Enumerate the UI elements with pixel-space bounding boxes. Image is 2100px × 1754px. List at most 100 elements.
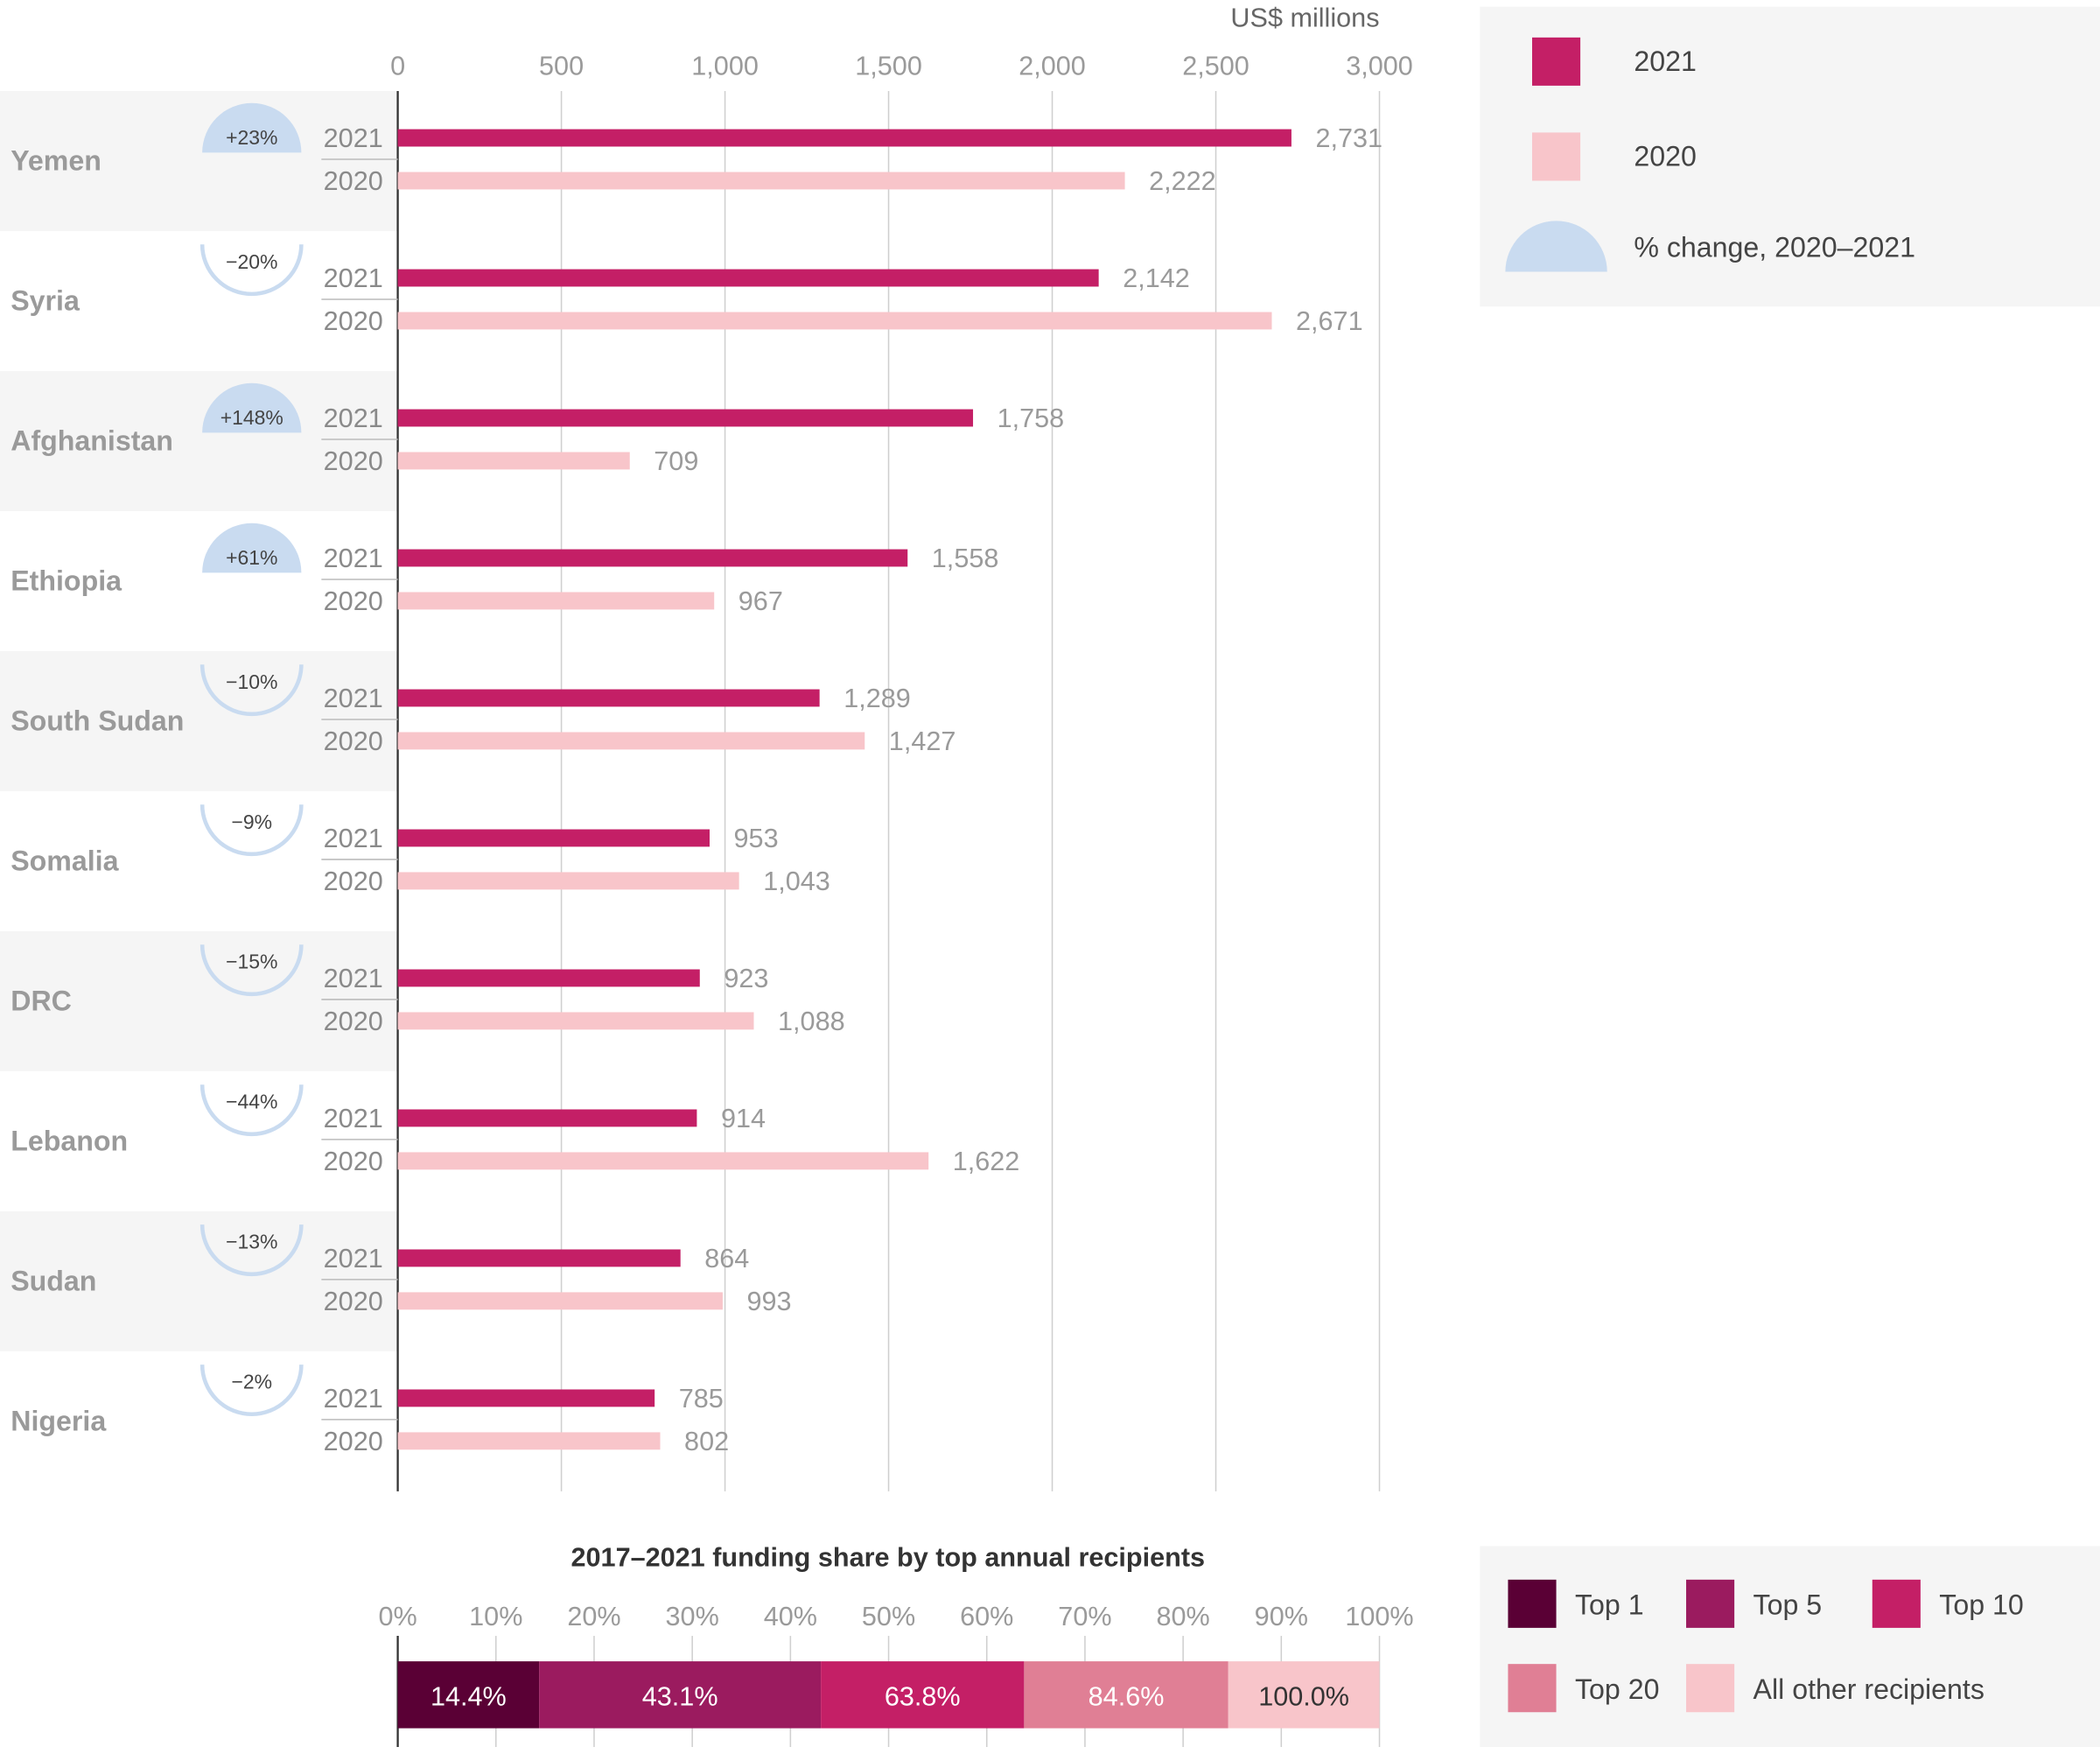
year-label-2020: 2020 [324, 166, 383, 196]
x-tick-label: 1,000 [691, 52, 759, 81]
year-label-2020: 2020 [324, 726, 383, 756]
pct-change-label: −10% [226, 670, 277, 693]
stacked-segment [1024, 1661, 1228, 1729]
stacked-segment [397, 1661, 540, 1729]
bar-2021 [397, 689, 820, 707]
pct-change-marker-down [200, 1365, 304, 1416]
year-label-2021: 2021 [324, 1104, 383, 1133]
x-tick-label: 0 [390, 52, 405, 81]
pct-change-marker-down [200, 244, 304, 297]
value-label-2021: 864 [704, 1244, 749, 1273]
value-label-2020: 1,043 [763, 866, 830, 896]
year-label-2020: 2020 [324, 446, 383, 476]
bar-2021 [397, 1109, 697, 1127]
x-tick-label: 2,500 [1182, 52, 1250, 81]
pct-change-label: +23% [226, 126, 277, 149]
pct-change-label: −15% [226, 951, 277, 973]
legend-label-2020: 2020 [1634, 141, 1696, 172]
year-label-2021: 2021 [324, 544, 383, 573]
country-label: South Sudan [10, 705, 184, 737]
pct-change-label: −2% [231, 1371, 272, 1393]
stacked-x-tick-label: 90% [1255, 1602, 1308, 1631]
country-label: Nigeria [10, 1406, 107, 1437]
value-label-2021: 2,142 [1123, 263, 1190, 293]
bar-2020 [397, 452, 630, 470]
year-label-2021: 2021 [324, 964, 383, 993]
value-label-2020: 709 [654, 446, 698, 476]
stacked-legend-label: Top 1 [1575, 1589, 1644, 1621]
pct-change-marker-down [200, 804, 304, 857]
year-label-2021: 2021 [324, 403, 383, 433]
country-label: Sudan [10, 1266, 96, 1297]
value-label-2020: 1,622 [953, 1147, 1020, 1176]
country-label: Syria [10, 285, 80, 317]
value-label-2021: 2,731 [1315, 123, 1382, 153]
row-background [0, 1210, 398, 1351]
value-label-2021: 785 [679, 1384, 724, 1414]
year-label-2020: 2020 [324, 1287, 383, 1316]
year-label-2020: 2020 [324, 586, 383, 616]
value-label-2020: 802 [684, 1427, 729, 1456]
pct-change-label: −44% [226, 1091, 277, 1113]
pct-change-label: +148% [220, 406, 284, 429]
bar-2020 [397, 732, 865, 750]
stacked-segment [1228, 1661, 1380, 1729]
legend-swatch-pct-change [1505, 221, 1607, 272]
value-label-2020: 967 [738, 586, 783, 616]
stacked-segment-label: 84.6% [1088, 1682, 1165, 1712]
x-tick-label: 2,000 [1018, 52, 1086, 81]
bar-2020 [397, 1012, 754, 1030]
legend-swatch-2020 [1532, 132, 1581, 181]
stacked-legend-label: Top 10 [1939, 1589, 2023, 1621]
bar-2021 [397, 269, 1099, 287]
stacked-segment [539, 1661, 822, 1729]
legend-label-pct-change: % change, 2020–2021 [1634, 232, 1915, 263]
year-label-2021: 2021 [324, 824, 383, 853]
bar-2020 [397, 1292, 723, 1310]
stacked-chart-title: 2017–2021 funding share by top annual re… [571, 1543, 1206, 1573]
pct-change-marker-up [202, 102, 302, 153]
stacked-segment [821, 1661, 1025, 1729]
stacked-legend-box [1480, 1546, 2100, 1747]
x-tick-label: 1,500 [855, 52, 922, 81]
bar-2021 [397, 549, 908, 567]
stacked-legend-label: All other recipients [1754, 1673, 1984, 1705]
value-label-2020: 2,222 [1149, 166, 1216, 196]
bar-2020 [397, 592, 715, 610]
stacked-segment-label: 63.8% [885, 1682, 961, 1712]
pct-change-label: −20% [226, 250, 277, 273]
country-label: Yemen [10, 145, 102, 177]
stacked-x-tick-label: 0% [378, 1602, 416, 1631]
year-label-2020: 2020 [324, 1427, 383, 1456]
country-label: Ethiopia [10, 565, 122, 597]
pct-change-label: −13% [226, 1231, 277, 1253]
country-label: Somalia [10, 845, 119, 877]
value-label-2021: 953 [734, 824, 779, 853]
bar-2020 [397, 1432, 661, 1450]
x-tick-label: 500 [539, 52, 584, 81]
stacked-x-tick-label: 20% [567, 1602, 620, 1631]
stacked-legend-label: Top 20 [1575, 1673, 1659, 1705]
year-label-2020: 2020 [324, 1147, 383, 1176]
bar-2021 [397, 409, 974, 427]
row-background [0, 930, 398, 1071]
pct-change-label: −9% [231, 810, 272, 833]
stacked-segment-label: 100.0% [1258, 1682, 1349, 1712]
pct-change-marker-down [200, 1084, 304, 1137]
stacked-legend-swatch [1686, 1579, 1735, 1628]
pct-change-marker-down [200, 944, 304, 997]
row-background [0, 370, 398, 511]
stacked-x-tick-label: 70% [1058, 1602, 1111, 1631]
pct-change-marker-up [202, 382, 302, 433]
bar-2020 [397, 312, 1272, 330]
country-label: Lebanon [10, 1126, 128, 1157]
year-label-2021: 2021 [324, 263, 383, 293]
bar-2020 [397, 872, 739, 890]
country-label: DRC [10, 986, 72, 1017]
value-label-2021: 1,758 [998, 403, 1065, 433]
value-label-2020: 993 [746, 1287, 791, 1316]
stacked-x-tick-label: 40% [764, 1602, 817, 1631]
row-background [0, 650, 398, 791]
x-tick-label: 3,000 [1346, 52, 1413, 81]
